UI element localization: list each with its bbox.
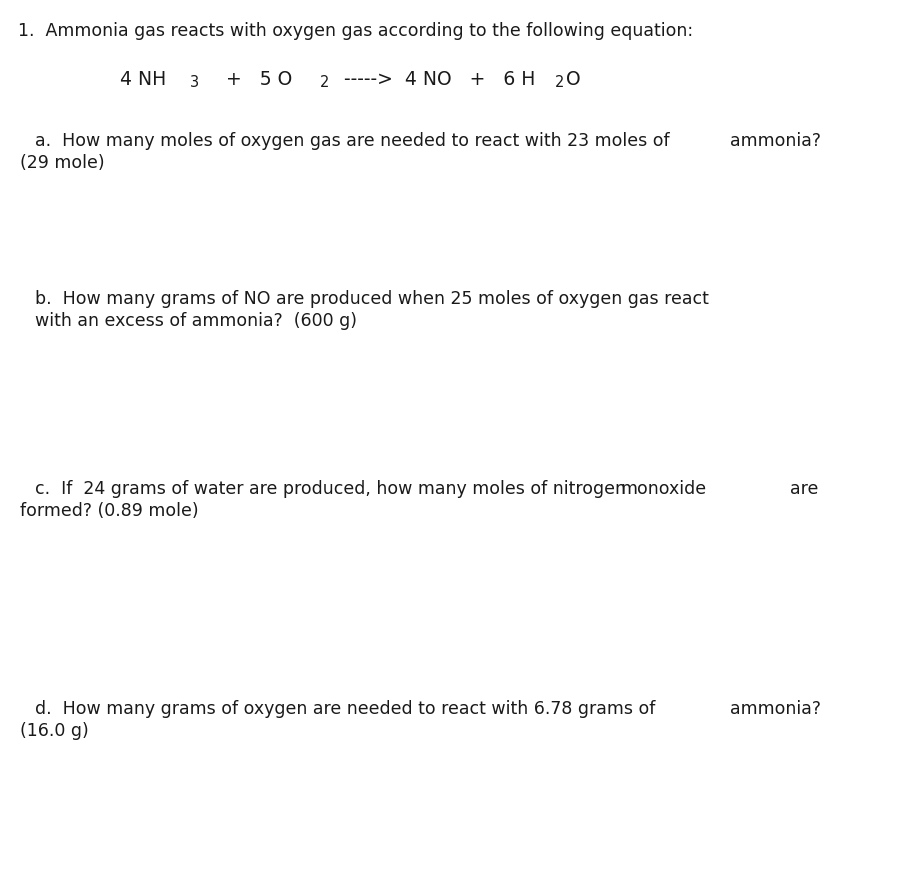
Text: are: are <box>790 480 818 498</box>
Text: monoxide: monoxide <box>620 480 706 498</box>
Text: 1.  Ammonia gas reacts with oxygen gas according to the following equation:: 1. Ammonia gas reacts with oxygen gas ac… <box>18 22 693 40</box>
Text: d.  How many grams of oxygen are needed to react with 6.78 grams of: d. How many grams of oxygen are needed t… <box>35 700 655 718</box>
Text: with an excess of ammonia?  (600 g): with an excess of ammonia? (600 g) <box>35 312 357 330</box>
Text: ammonia?: ammonia? <box>730 132 821 150</box>
Text: b.  How many grams of NO are produced when 25 moles of oxygen gas react: b. How many grams of NO are produced whe… <box>35 290 709 308</box>
Text: ammonia?: ammonia? <box>730 700 821 718</box>
Text: +   5 O: + 5 O <box>202 70 292 89</box>
Text: (29 mole): (29 mole) <box>20 154 105 172</box>
Text: (16.0 g): (16.0 g) <box>20 722 89 740</box>
Text: formed? (0.89 mole): formed? (0.89 mole) <box>20 502 198 520</box>
Text: a.  How many moles of oxygen gas are needed to react with 23 moles of: a. How many moles of oxygen gas are need… <box>35 132 669 150</box>
Text: 4 NH: 4 NH <box>120 70 167 89</box>
Text: c.  If  24 grams of water are produced, how many moles of nitrogen: c. If 24 grams of water are produced, ho… <box>35 480 626 498</box>
Text: 2: 2 <box>555 75 564 90</box>
Text: 2: 2 <box>320 75 330 90</box>
Text: O: O <box>566 70 580 89</box>
Text: 3: 3 <box>190 75 199 90</box>
Text: ----->  4 NO   +   6 H: -----> 4 NO + 6 H <box>332 70 535 89</box>
